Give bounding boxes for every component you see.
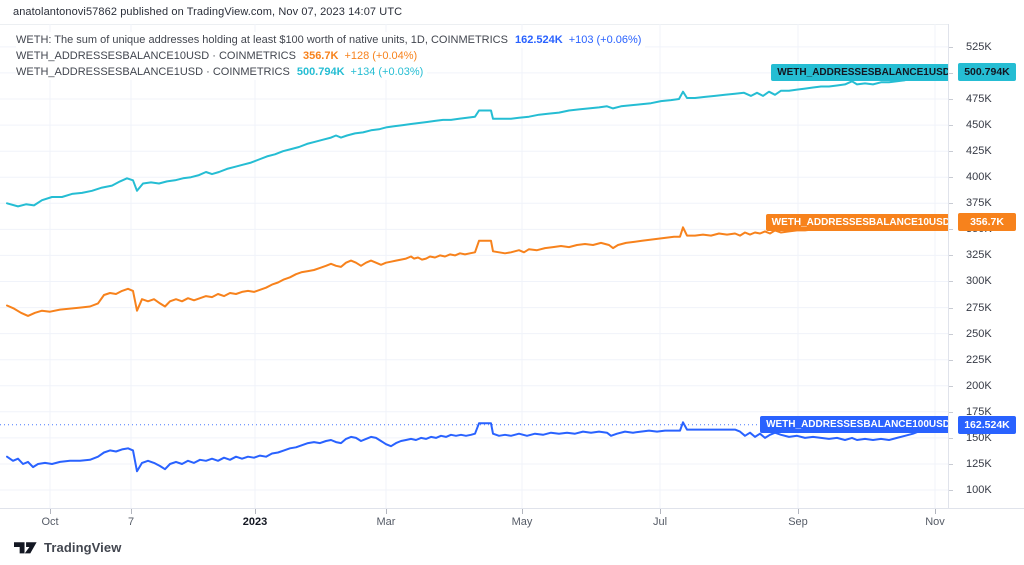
- x-axis-label: Oct: [41, 516, 59, 528]
- legend-row-1[interactable]: WETH_ADDRESSESBALANCE10USD · COINMETRICS…: [16, 48, 422, 64]
- series-label-badge-blue: WETH_ADDRESSESBALANCE100USD: [760, 416, 956, 433]
- y-axis-label: 175K: [966, 406, 992, 418]
- y-axis-label: 450K: [966, 119, 992, 131]
- x-axis-tick: [50, 509, 51, 514]
- y-axis-tick: [949, 125, 953, 126]
- y-axis-label: 225K: [966, 354, 992, 366]
- y-axis-label: 400K: [966, 171, 992, 183]
- legend-series-value: 162.524K: [514, 34, 563, 46]
- x-axis-label: 2023: [242, 516, 268, 528]
- series-label-badge-cyan: WETH_ADDRESSESBALANCE1USD: [771, 64, 956, 81]
- y-axis-label: 375K: [966, 197, 992, 209]
- legend-series-change: +103 (+0.06%): [568, 34, 642, 46]
- series-line-weth_addressesbalance100usd[interactable]: [6, 421, 936, 473]
- tradingview-logo-icon[interactable]: [14, 541, 37, 555]
- chart-legend: WETH: The sum of unique addresses holdin…: [16, 32, 646, 80]
- time-axis[interactable]: Oct 7 2023 Mar May Jul Sep Nov: [0, 508, 1024, 534]
- y-axis-tick: [949, 490, 953, 491]
- y-axis-label: 200K: [966, 380, 992, 392]
- attribution-text: anatolantonovi57862 published on Trading…: [13, 6, 403, 18]
- legend-series-name: WETH_ADDRESSESBALANCE1USD · COINMETRICS: [16, 66, 290, 78]
- y-axis-label: 150K: [966, 432, 992, 444]
- y-axis-tick: [949, 255, 953, 256]
- price-axis[interactable]: 100K 125K 150K 175K 200K 225K 250K 275K 300K 325K…: [948, 24, 1024, 533]
- x-axis-label: Jul: [652, 516, 668, 528]
- y-axis-tick: [949, 464, 953, 465]
- legend-series-change: +134 (+0.03%): [350, 66, 424, 78]
- y-axis-tick: [949, 177, 953, 178]
- y-axis-label: 250K: [966, 328, 992, 340]
- y-axis-label: 525K: [966, 41, 992, 53]
- legend-series-change: +128 (+0.04%): [344, 50, 418, 62]
- y-axis-label: 275K: [966, 302, 992, 314]
- y-axis-tick: [949, 334, 953, 335]
- legend-row-2[interactable]: WETH_ADDRESSESBALANCE1USD · COINMETRICS 5…: [16, 64, 428, 80]
- y-axis-label: 100K: [966, 484, 992, 496]
- y-axis-label: 300K: [966, 275, 992, 287]
- brand-name[interactable]: TradingView: [44, 540, 122, 555]
- price-badge-orange: 356.7K: [958, 213, 1016, 231]
- y-axis-tick: [949, 47, 953, 48]
- brand-footer: TradingView: [14, 540, 121, 555]
- price-badge-blue: 162.524K: [958, 416, 1016, 434]
- y-axis-label: 325K: [966, 249, 992, 261]
- legend-series-name: WETH: The sum of unique addresses holdin…: [16, 34, 508, 46]
- y-axis-tick: [949, 229, 953, 230]
- x-axis-label: 7: [127, 516, 135, 528]
- chart-pane[interactable]: WETH: The sum of unique addresses holdin…: [0, 24, 956, 508]
- y-axis-tick: [949, 203, 953, 204]
- y-axis-tick: [949, 281, 953, 282]
- price-badge-cyan: 500.794K: [958, 63, 1016, 81]
- legend-series-value: 356.7K: [302, 50, 339, 62]
- y-axis-tick: [949, 412, 953, 413]
- pane-top-border: [0, 24, 1024, 25]
- x-axis-tick: [660, 509, 661, 514]
- chart-canvas[interactable]: [0, 24, 948, 508]
- x-axis-tick: [386, 509, 387, 514]
- y-axis-tick: [949, 99, 953, 100]
- y-axis-tick: [949, 386, 953, 387]
- series-line-weth_addressesbalance10usd[interactable]: [6, 220, 936, 317]
- series-line-weth_addressesbalance1usd[interactable]: [6, 71, 936, 208]
- y-axis-label: 425K: [966, 145, 992, 157]
- y-axis-tick: [949, 360, 953, 361]
- x-axis-label: Mar: [376, 516, 396, 528]
- legend-series-value: 500.794K: [296, 66, 345, 78]
- y-axis-tick: [949, 438, 953, 439]
- legend-row-0[interactable]: WETH: The sum of unique addresses holdin…: [16, 32, 646, 48]
- y-axis-tick: [949, 73, 953, 74]
- x-axis-label: Nov: [925, 516, 945, 528]
- x-axis-tick: [522, 509, 523, 514]
- y-axis-label: 475K: [966, 93, 992, 105]
- x-axis-tick: [255, 509, 256, 514]
- x-axis-label: May: [511, 516, 533, 528]
- legend-series-name: WETH_ADDRESSESBALANCE10USD · COINMETRICS: [16, 50, 296, 62]
- series-label-badge-orange: WETH_ADDRESSESBALANCE10USD: [765, 214, 956, 231]
- y-axis-label: 125K: [966, 458, 992, 470]
- x-axis-tick: [131, 509, 132, 514]
- y-axis-tick: [949, 308, 953, 309]
- x-axis-label: Sep: [788, 516, 808, 528]
- x-axis-tick: [935, 509, 936, 514]
- y-axis-tick: [949, 151, 953, 152]
- x-axis-tick: [798, 509, 799, 514]
